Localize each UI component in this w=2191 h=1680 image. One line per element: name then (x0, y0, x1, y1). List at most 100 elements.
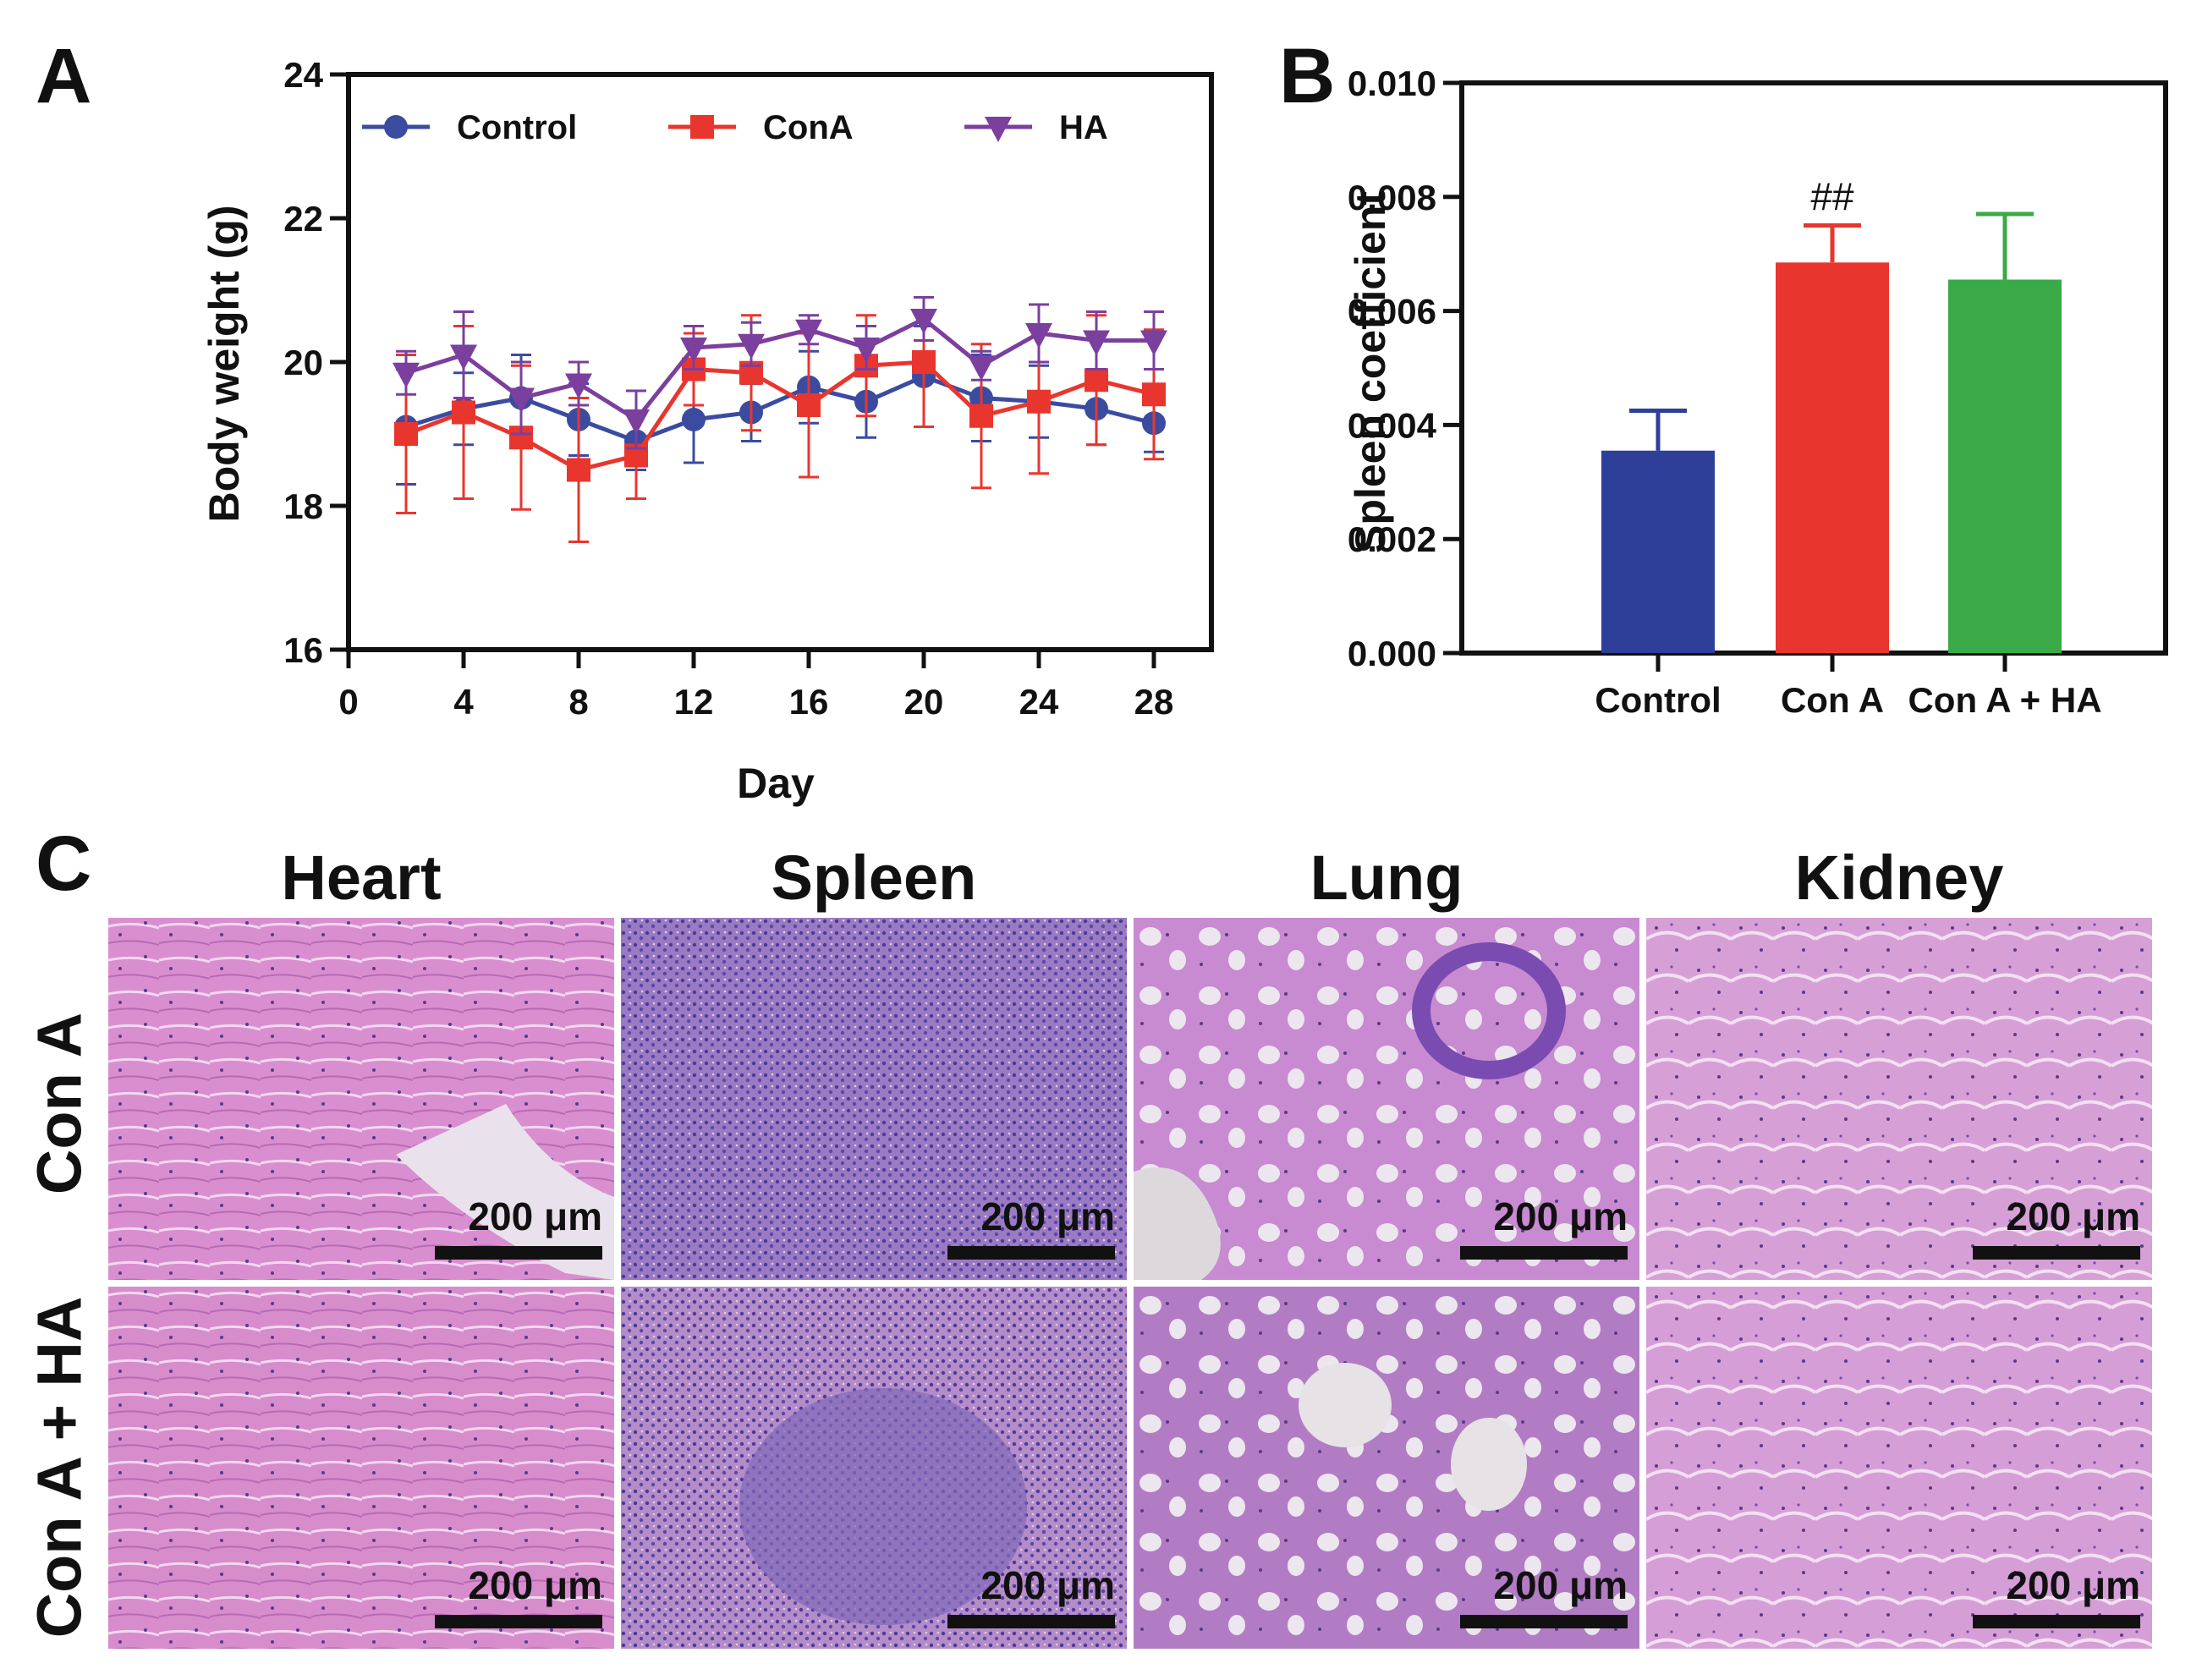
scale-bar-label: 200 μm (468, 1194, 602, 1238)
histology-heart-con-a: 200 μm (108, 918, 614, 1280)
data-point (450, 344, 477, 371)
tissue-image (1646, 1287, 2152, 1649)
bar-group (1776, 223, 1889, 653)
y-tick-label: 0.010 (1348, 63, 1436, 103)
scale-bar-label: 200 μm (2006, 1194, 2140, 1238)
column-title-heart: Heart (281, 843, 442, 913)
data-point (393, 362, 420, 388)
scale-bar (1973, 1615, 2140, 1628)
data-point (910, 309, 937, 334)
column-title-kidney: Kidney (1794, 843, 2004, 913)
legend-label: Control (457, 109, 577, 146)
y-axis-title: Body weight (g) (200, 206, 248, 523)
scale-bar-label: 200 μm (980, 1563, 1115, 1607)
y-tick-label: 20 (283, 343, 323, 382)
y-tick-label: 0.002 (1348, 519, 1436, 559)
legend-marker (384, 115, 408, 139)
significance-annotation: ## (1810, 175, 1854, 219)
tissue-image (621, 918, 1127, 1280)
body-weight-line-chart: 16 18 20 22 24 0 4 8 12 16 20 24 28 Control ConA HA Day… (200, 55, 1214, 807)
data-point (1085, 368, 1108, 393)
bar (1948, 279, 2062, 653)
data-point (1140, 330, 1167, 356)
series-line (405, 316, 1154, 423)
x-tick-label: 8 (568, 682, 588, 722)
plot-frame (346, 72, 1214, 652)
x-tick-label: 28 (1134, 682, 1174, 722)
data-point (1142, 382, 1166, 407)
x-tick-label: 16 (789, 682, 829, 722)
column-title-spleen: Spleen (771, 843, 977, 913)
scale-bar (1973, 1246, 2140, 1260)
legend-item-ha: HA (964, 109, 1108, 146)
y-axis-title: Spleen coefficient (1347, 191, 1394, 553)
legend-label: HA (1059, 109, 1108, 146)
legend-marker (985, 117, 1012, 142)
data-point (795, 319, 822, 345)
tissue-image (108, 918, 614, 1280)
scale-bar (947, 1615, 1115, 1628)
scale-bar (435, 1246, 602, 1260)
data-point (394, 422, 418, 446)
histology-lung-con-a-ha: 200 μm (1134, 1287, 1639, 1649)
y-tick-label: 0.004 (1348, 405, 1437, 445)
scale-bar-label: 200 μm (2006, 1563, 2140, 1607)
data-point (623, 409, 650, 435)
x-tick-label: 24 (1019, 682, 1059, 722)
scale-bar (947, 1246, 1115, 1260)
scale-bar-label: 200 μm (1493, 1563, 1628, 1607)
data-point (1025, 323, 1052, 349)
bar-group (1601, 409, 1715, 653)
series-line (405, 360, 1155, 473)
row-title-con-a: Con A (24, 1012, 95, 1195)
scale-bar (435, 1615, 602, 1628)
tissue-image (1646, 918, 2152, 1280)
histology-kidney-con-a-ha: 200 μm (1646, 1287, 2152, 1649)
scale-bar (1460, 1615, 1628, 1628)
data-point (565, 373, 592, 399)
bar (1776, 262, 1889, 653)
data-point (1083, 330, 1110, 356)
spleen-coefficient-bar-chart: 0.000 0.002 0.004 0.006 0.008 0.010 Control Con… (1347, 63, 2168, 720)
y-tick-label: 0.008 (1348, 178, 1436, 217)
y-tick-label: 24 (283, 55, 323, 95)
x-tick-label: Con A + HA (1908, 680, 2101, 720)
legend-item-cona: ConA (668, 109, 854, 146)
scale-bar-label: 200 μm (468, 1563, 602, 1607)
tissue-image (621, 1287, 1127, 1649)
x-axis-title: Day (737, 760, 815, 807)
panel-letter-c: C (36, 821, 92, 907)
histology-spleen-con-a-ha: 200 μm (621, 1287, 1127, 1649)
x-tick-label: 12 (674, 682, 714, 722)
bar-group (1948, 211, 2062, 653)
legend-item-control: Control (362, 109, 577, 146)
data-point (968, 355, 995, 382)
scale-bar-label: 200 μm (980, 1194, 1115, 1238)
y-tick-label: 22 (283, 199, 323, 239)
data-point (912, 350, 936, 374)
x-tick-label: Con A (1781, 680, 1884, 720)
x-tick-label: 0 (338, 682, 358, 722)
row-title-con-a-ha: Con A + HA (24, 1296, 95, 1639)
data-point (969, 404, 993, 428)
tissue-image (108, 1287, 614, 1649)
data-point (682, 408, 706, 431)
data-point (1027, 389, 1051, 414)
y-tick-label: 16 (283, 630, 323, 670)
histology-kidney-con-a: 200 μm (1646, 918, 2152, 1280)
scale-bar (1460, 1246, 1628, 1260)
column-title-lung: Lung (1310, 843, 1463, 913)
data-point (452, 400, 475, 425)
y-tick-label: 18 (283, 486, 323, 526)
panel-letter-b: B (1279, 33, 1336, 119)
tissue-image (1134, 918, 1639, 1280)
histology-spleen-con-a: 200 μm (621, 918, 1127, 1280)
data-point (508, 387, 535, 414)
scale-bar-label: 200 μm (1493, 1194, 1628, 1238)
x-tick-label: 20 (904, 682, 944, 722)
x-tick-label: Control (1595, 680, 1721, 720)
y-tick-label: 0.000 (1348, 634, 1436, 673)
x-tick-label: 4 (453, 682, 474, 722)
histology-lung-con-a: 200 μm (1134, 918, 1639, 1280)
tissue-image (1134, 1287, 1639, 1649)
